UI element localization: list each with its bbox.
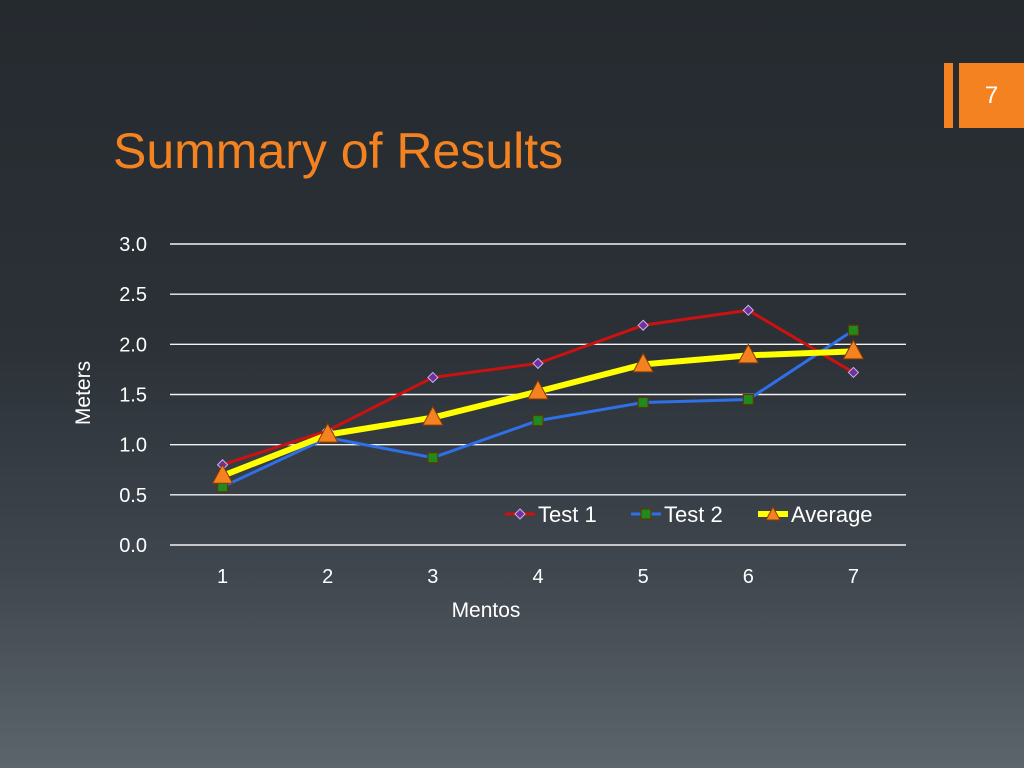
data-point-test-2 [427,452,439,464]
y-tick-label: 0.5 [119,485,147,507]
x-tick-label: 2 [322,566,333,588]
data-point-test-2 [637,396,649,409]
data-point-average [422,405,444,426]
y-tick-label: 1.5 [119,385,147,407]
chart-legend: Test 1 Test 2 Average [505,502,873,527]
x-axis-title: Mentos [452,599,521,622]
legend-marker [514,508,526,520]
x-tick-label: 1 [217,566,228,588]
data-point-test-2 [847,324,860,336]
x-tick-label: 5 [638,566,649,588]
data-point-average [842,339,865,360]
legend-label: Test 1 [538,502,597,527]
x-tick-label: 4 [532,566,543,588]
x-tick-label: 6 [743,566,754,588]
y-tick-label: 2.5 [119,284,147,306]
x-tick-label: 7 [848,566,859,588]
data-point-test-1 [637,319,649,331]
y-tick-label: 0.0 [119,535,147,557]
data-point-test-1 [742,304,754,316]
data-point-average [632,352,654,373]
legend-entry: Average [758,502,873,527]
slide-number: 7 [959,63,1024,128]
legend-marker [640,508,652,520]
data-point-test-1 [427,371,439,384]
data-point-test-2 [532,414,544,427]
data-point-average [316,422,339,443]
y-tick-label: 3.0 [119,234,147,256]
y-tick-label: 1.0 [119,435,147,457]
data-point-average [737,343,760,364]
y-axis-title: Meters [72,361,95,425]
legend-marker [765,505,781,521]
data-point-test-1 [847,366,860,379]
slide-title: Summary of Results [113,123,564,179]
y-tick-label: 2.0 [119,334,147,356]
data-point-average [527,379,549,400]
x-tick-label: 3 [427,566,438,588]
data-point-test-2 [742,393,754,406]
legend-entry: Test 2 [631,502,723,527]
legend-label: Test 2 [664,502,723,527]
data-point-test-1 [532,357,544,370]
data-point-average [211,463,234,484]
slide-number-accent-bar [944,63,953,128]
series-line-average [221,348,854,479]
legend-label: Average [791,502,873,527]
legend-entry: Test 1 [505,502,597,527]
